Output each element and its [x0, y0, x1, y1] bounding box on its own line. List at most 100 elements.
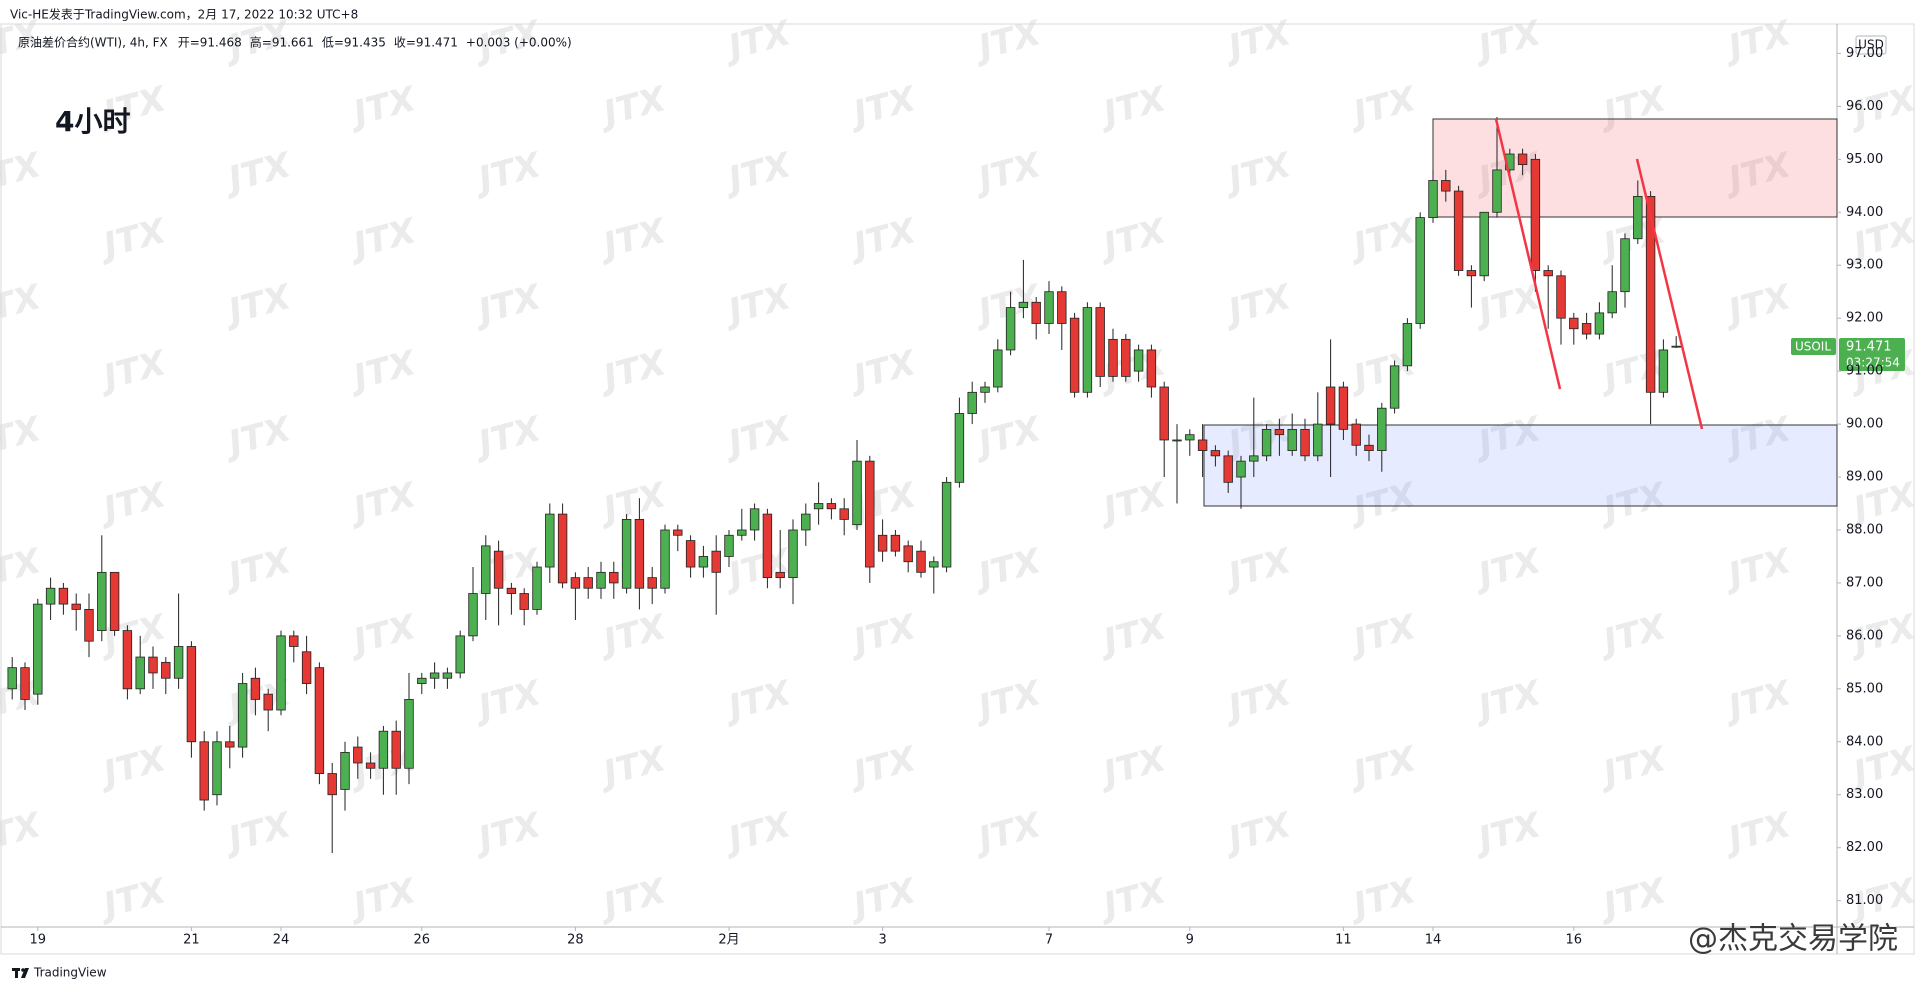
- candle-body: [954, 413, 965, 483]
- trend-line: [1635, 158, 1704, 430]
- candle-body: [173, 646, 184, 679]
- watermark-text: JTX: [594, 79, 672, 136]
- candle-body: [1031, 301, 1041, 324]
- candle-body: [1415, 217, 1425, 324]
- candle-body: [1453, 190, 1464, 271]
- last-price-box: [1839, 338, 1905, 371]
- candle-body: [327, 773, 337, 796]
- footer-brand: TradingView: [33, 966, 107, 980]
- watermark-text: JTX: [1344, 211, 1422, 268]
- candle-body: [711, 550, 721, 573]
- trend-line: [1494, 118, 1562, 390]
- currency: USD: [1858, 38, 1884, 52]
- candle-body: [1543, 270, 1553, 277]
- watermark-text: JTX: [219, 409, 297, 466]
- legend-item: 低=91.435: [322, 36, 386, 50]
- candle-body: [1364, 444, 1374, 451]
- y-tick-label: 89.00: [1846, 470, 1883, 485]
- candle-body: [237, 683, 248, 748]
- candle-body: [839, 508, 849, 520]
- watermark-text: JTX: [94, 871, 172, 928]
- candle-body: [1466, 270, 1477, 277]
- candle-body: [1159, 386, 1169, 441]
- candle-body: [1351, 423, 1361, 446]
- watermark-text: JTX: [0, 145, 46, 202]
- candle-body: [493, 550, 504, 589]
- watermark-text: JTX: [469, 409, 547, 466]
- candle-body: [826, 503, 837, 510]
- candle-body: [609, 571, 619, 584]
- candle-body: [1556, 275, 1566, 319]
- candle-body: [1313, 423, 1323, 457]
- watermark-text: JTX: [969, 409, 1047, 466]
- candle-body: [481, 545, 491, 594]
- candle-body: [1581, 323, 1592, 335]
- candle-body: [1121, 338, 1131, 377]
- candle-body: [967, 391, 977, 414]
- watermark-text: JTX: [344, 211, 422, 268]
- candle-body: [1569, 317, 1579, 330]
- watermark-text: JTX: [594, 211, 672, 268]
- watermark-text: JTX: [1594, 607, 1672, 664]
- watermark-text: JTX: [219, 277, 297, 334]
- candle-body: [673, 529, 683, 536]
- candle-body: [301, 651, 312, 684]
- timeframe-title: 4小时: [55, 105, 130, 138]
- candle-body: [724, 534, 734, 557]
- candle-body: [212, 741, 222, 796]
- candle-body: [813, 503, 824, 510]
- candle-body: [250, 677, 261, 700]
- candle-body: [749, 508, 760, 531]
- candle-body: [1325, 386, 1336, 425]
- watermark-text: JTX: [844, 79, 922, 136]
- candle-body: [1671, 345, 1681, 348]
- candle-body: [1645, 195, 1656, 393]
- candle-body: [685, 540, 696, 568]
- candle-body: [340, 751, 350, 790]
- candle-body: [442, 672, 453, 679]
- watermark-text: JTX: [1219, 145, 1297, 202]
- x-tick-label: 3: [878, 933, 886, 948]
- header: Vic-HE发表于TradingView.com，2月 17, 2022 10:…: [10, 7, 358, 22]
- candle-body: [109, 571, 120, 631]
- watermark-text: JTX: [969, 145, 1047, 202]
- candle-body: [865, 460, 875, 568]
- x-tick-label: 26: [414, 933, 431, 948]
- candle-body: [1018, 301, 1029, 308]
- candle-body: [634, 518, 645, 589]
- candle-body: [506, 587, 517, 594]
- candle-body: [621, 518, 632, 589]
- watermark-text: JTX: [969, 673, 1047, 730]
- candle-body: [1108, 338, 1118, 377]
- candle-body: [1044, 291, 1054, 324]
- candle-body: [417, 677, 427, 684]
- watermark-text: JTX: [0, 805, 46, 862]
- y-tick-label: 82.00: [1846, 840, 1883, 855]
- candle-body: [1479, 211, 1489, 277]
- candle-body: [660, 529, 670, 589]
- candle-body: [916, 550, 926, 573]
- candle-body: [1005, 307, 1016, 351]
- watermark-text: JTX: [344, 607, 422, 664]
- watermark-text: JTX: [1219, 673, 1297, 730]
- watermark-text: JTX: [719, 277, 797, 334]
- watermark-text: JTX: [1469, 13, 1547, 70]
- candle-body: [378, 730, 389, 769]
- candle-body: [1492, 169, 1502, 213]
- watermark-text: JTX: [1719, 541, 1797, 598]
- symbol-tag-box: [1791, 338, 1836, 355]
- x-tick-label: 28: [567, 933, 584, 948]
- y-tick-label: 85.00: [1846, 681, 1883, 696]
- candle-body: [45, 587, 56, 605]
- watermark-text: JTX: [1094, 871, 1172, 928]
- candle-body: [583, 577, 593, 589]
- y-tick-label: 93.00: [1846, 258, 1883, 273]
- candle-body: [596, 571, 606, 589]
- watermark-text: JTX: [1344, 607, 1422, 664]
- legend-item: 收=91.471: [394, 36, 458, 50]
- watermark-text: JTX: [1219, 277, 1297, 334]
- watermark-text: JTX: [1219, 541, 1297, 598]
- candle-body: [1389, 365, 1400, 409]
- y-tick-label: 91.00: [1846, 364, 1883, 379]
